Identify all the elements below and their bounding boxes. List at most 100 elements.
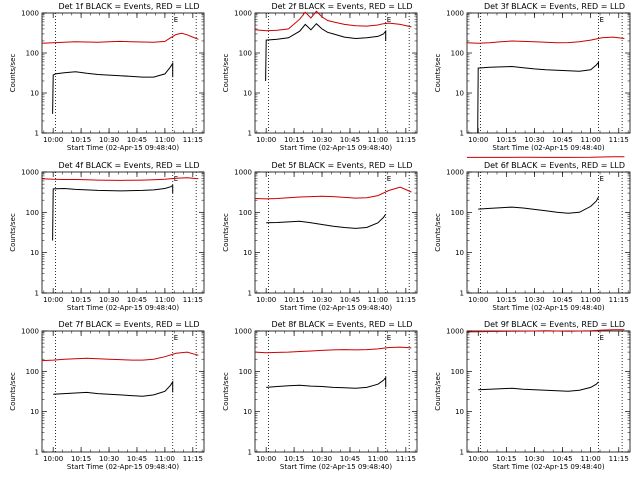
x-tick-label: 11:15: [609, 136, 629, 144]
y-axis-label: Counts/sec: [9, 54, 17, 93]
plot-frame: [41, 12, 205, 134]
time-marker-label: E: [387, 175, 391, 183]
x-tick-label: 10:15: [71, 455, 91, 463]
x-tick-label: 11:15: [396, 136, 416, 144]
time-marker-label: E: [600, 175, 604, 183]
chart-title: Det 8f BLACK = Events, RED = LLD: [271, 320, 412, 329]
x-tick-label: 10:15: [284, 455, 304, 463]
x-tick-label: 10:15: [71, 296, 91, 304]
y-tick-label: 10: [30, 90, 39, 98]
chart-title: Det 6f BLACK = Events, RED = LLD: [484, 161, 625, 170]
x-tick-label: 10:00: [43, 455, 63, 463]
chart-panel: Det 5f BLACK = Events, RED = LLD 1 10 100 10…: [222, 161, 418, 312]
y-tick-label: 1000: [21, 328, 39, 336]
x-tick-label: 11:15: [183, 296, 203, 304]
x-tick-label: 10:00: [468, 296, 488, 304]
events-series-line: [477, 61, 599, 134]
chart-title: Det 2f BLACK = Events, RED = LLD: [271, 2, 412, 11]
events-series-line: [265, 22, 387, 82]
y-axis-label: Counts/sec: [222, 54, 230, 93]
y-tick-label: 1: [35, 130, 39, 138]
plot-frame: [41, 171, 205, 294]
plot-frame: [466, 12, 631, 134]
time-marker-label: E: [387, 16, 391, 24]
y-tick-label: 10: [243, 408, 252, 416]
plot-frame: [41, 330, 205, 453]
events-series-line: [478, 381, 599, 392]
y-tick-label: 100: [239, 50, 252, 58]
chart-title: Det 7f BLACK = Events, RED = LLD: [58, 320, 199, 329]
chart-title: Det 3f BLACK = Events, RED = LLD: [484, 2, 625, 11]
chart-panel: Det 2f BLACK = Events, RED = LLD 1 10 100 10…: [222, 2, 418, 152]
lld-series-line: [467, 156, 625, 158]
y-tick-label: 1: [460, 290, 464, 298]
y-tick-label: 100: [451, 368, 464, 376]
x-tick-label: 10:45: [127, 296, 147, 304]
y-axis-label: Counts/sec: [222, 372, 230, 411]
x-tick-label: 11:00: [368, 455, 388, 463]
y-axis-label: Counts/sec: [9, 213, 17, 252]
x-tick-label: 10:15: [284, 296, 304, 304]
chart-title: Det 4f BLACK = Events, RED = LLD: [58, 161, 199, 170]
x-tick-label: 11:15: [396, 455, 416, 463]
lld-series-line: [254, 346, 412, 354]
x-tick-label: 10:45: [552, 136, 572, 144]
chart-panel: Det 1f BLACK = Events, RED = LLD 1 10 100 10…: [9, 2, 205, 152]
x-tick-label: 10:45: [340, 455, 360, 463]
y-tick-label: 1000: [446, 10, 464, 18]
y-tick-label: 1: [35, 290, 39, 298]
y-tick-label: 100: [451, 50, 464, 58]
x-tick-label: 10:00: [468, 455, 488, 463]
x-tick-label: 11:00: [581, 455, 601, 463]
y-tick-label: 100: [26, 368, 39, 376]
events-series-line: [266, 376, 387, 389]
x-axis-label: Start Time (02-Apr-15 09:48:40): [67, 304, 179, 312]
y-tick-label: 1000: [446, 169, 464, 177]
time-marker-label: E: [174, 334, 178, 342]
y-tick-label: 1: [248, 130, 252, 138]
lld-series-line: [254, 10, 412, 32]
x-tick-label: 10:45: [340, 136, 360, 144]
x-tick-label: 10:30: [524, 296, 544, 304]
time-marker-label: E: [600, 16, 604, 24]
y-tick-label: 1000: [21, 169, 39, 177]
x-tick-label: 10:30: [312, 136, 332, 144]
x-tick-label: 10:30: [312, 296, 332, 304]
lld-series-line: [466, 36, 625, 44]
x-tick-label: 10:30: [524, 455, 544, 463]
y-tick-label: 10: [455, 408, 464, 416]
y-axis-label: Counts/sec: [434, 372, 442, 411]
events-series-line: [52, 61, 174, 114]
x-tick-label: 10:45: [127, 455, 147, 463]
lld-series-line: [41, 351, 199, 362]
y-tick-label: 10: [243, 249, 252, 257]
x-tick-label: 10:30: [99, 455, 119, 463]
x-axis-label: Start Time (02-Apr-15 09:48:40): [280, 304, 392, 312]
x-tick-label: 11:00: [155, 296, 175, 304]
x-tick-label: 10:15: [71, 136, 91, 144]
y-tick-label: 10: [243, 90, 252, 98]
chart-title: Det 5f BLACK = Events, RED = LLD: [271, 161, 412, 170]
lld-series-line: [466, 329, 625, 333]
y-tick-label: 1000: [234, 10, 252, 18]
x-axis-label: Start Time (02-Apr-15 09:48:40): [492, 463, 604, 471]
x-tick-label: 10:30: [524, 136, 544, 144]
y-tick-label: 10: [30, 249, 39, 257]
x-tick-label: 10:00: [43, 296, 63, 304]
y-tick-label: 100: [239, 368, 252, 376]
x-axis-label: Start Time (02-Apr-15 09:48:40): [280, 144, 392, 152]
x-tick-label: 11:00: [368, 296, 388, 304]
events-series-line: [53, 380, 174, 397]
plot-frame: [254, 171, 418, 294]
y-tick-label: 10: [30, 408, 39, 416]
y-tick-label: 1000: [234, 328, 252, 336]
y-tick-label: 100: [26, 209, 39, 217]
y-tick-label: 1000: [446, 328, 464, 336]
x-tick-label: 10:15: [496, 296, 516, 304]
x-tick-label: 11:15: [609, 296, 629, 304]
x-tick-label: 10:30: [99, 296, 119, 304]
plot-frame: [254, 12, 418, 134]
x-axis-label: Start Time (02-Apr-15 09:48:40): [67, 463, 179, 471]
chart-panel: Det 4f BLACK = Events, RED = LLD 1 10 100 10…: [9, 161, 205, 312]
